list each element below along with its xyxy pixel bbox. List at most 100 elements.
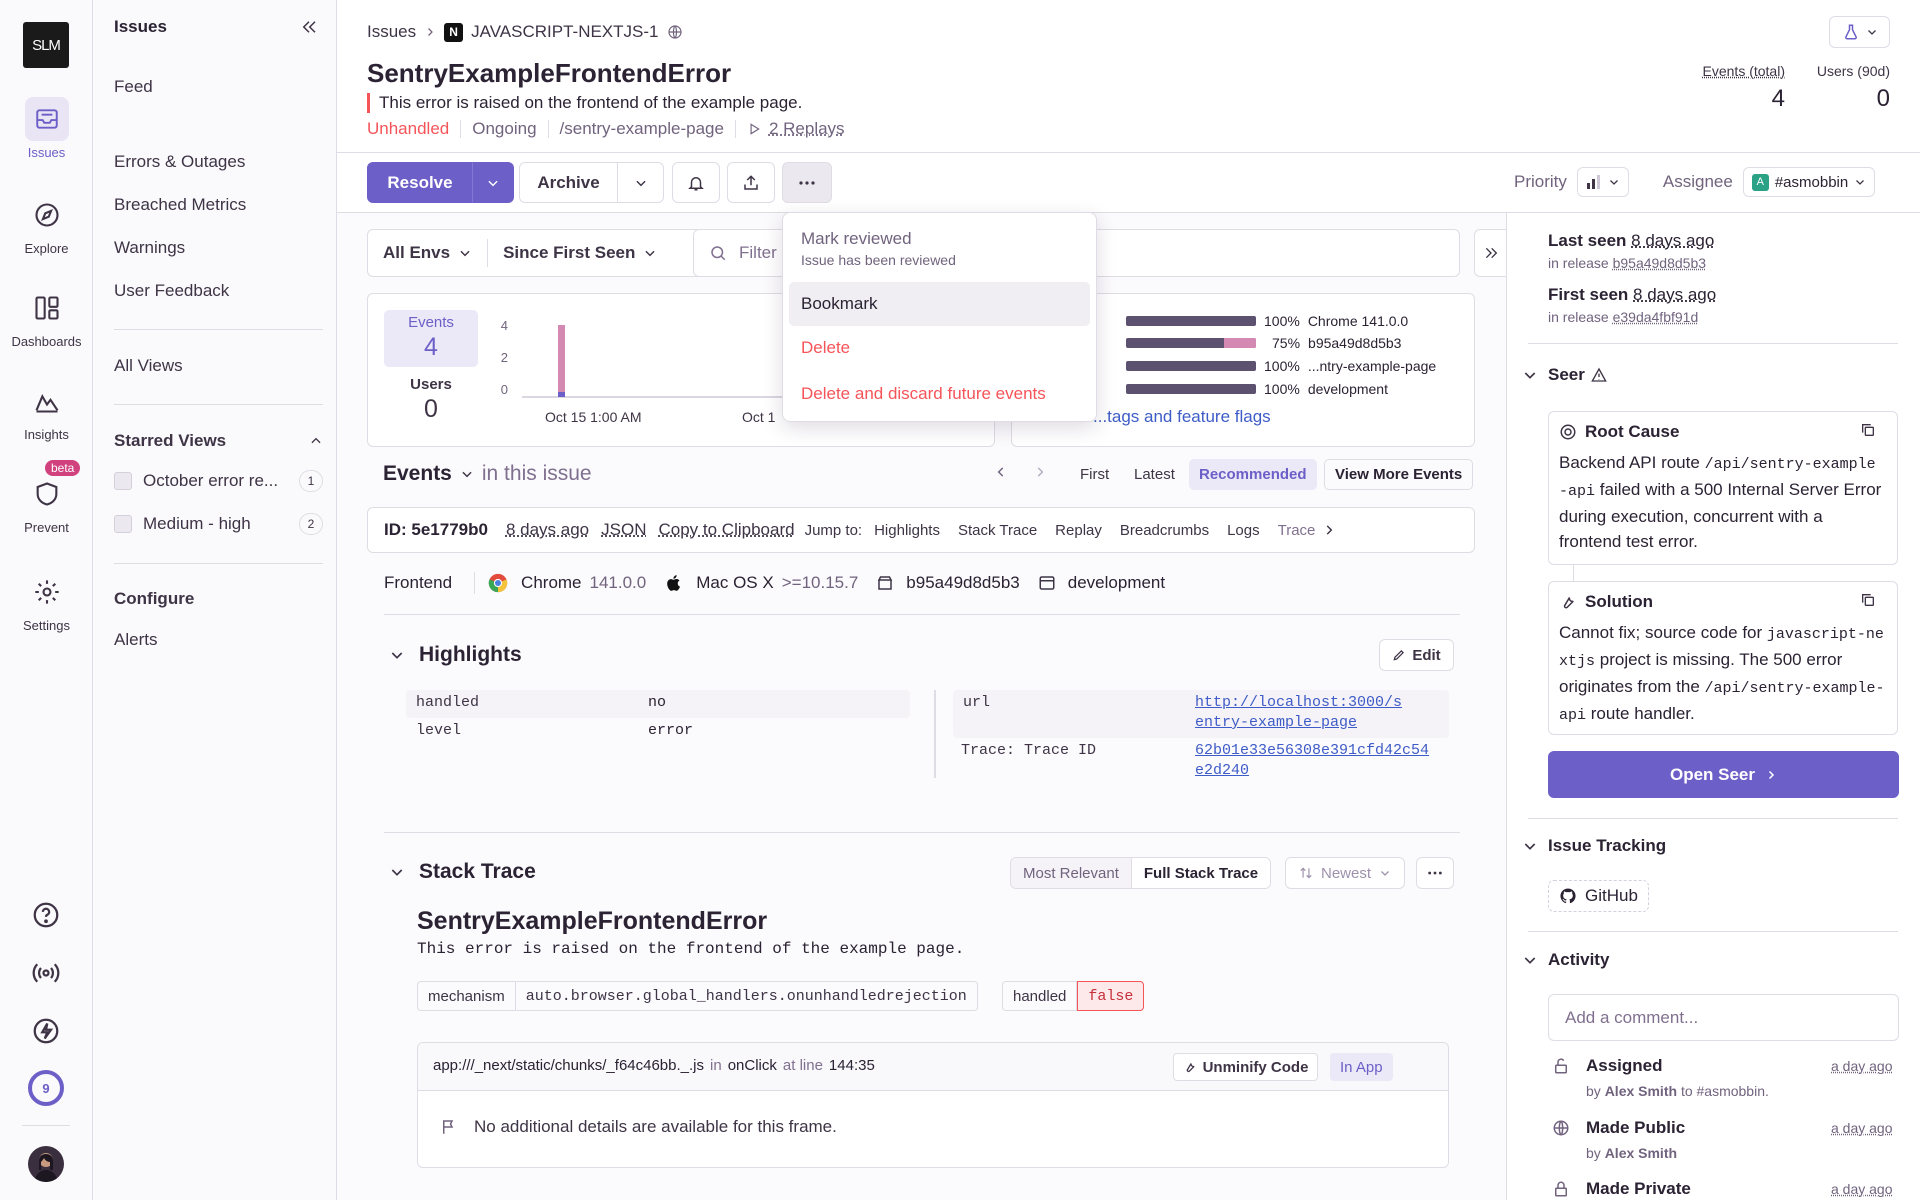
menu-item-delete-discard[interactable]: Delete and discard future events [801, 384, 1046, 403]
tag-row[interactable]: 100% Chrome 141.0.0 [1126, 313, 1408, 329]
events-stat-value: 4 [424, 333, 438, 361]
trace-id-link[interactable]: 62b01e33e56308e391cfd42c54 e2d240 [1195, 742, 1429, 779]
json-link[interactable]: JSON [601, 520, 647, 539]
issue-meta: Unhandled Ongoing /sentry-example-page 2… [367, 119, 845, 139]
users-value: 0 [1876, 85, 1890, 112]
sidebar-item-feed[interactable]: Feed [114, 77, 153, 96]
sidebar-item-errors-outages[interactable]: Errors & Outages [114, 152, 246, 171]
jump-stack-trace[interactable]: Stack Trace [957, 521, 1038, 539]
release-link[interactable]: b95a49d8d5b3 [1612, 255, 1707, 271]
share-button[interactable] [727, 162, 775, 203]
view-icon [114, 472, 132, 490]
view-all-tags-link[interactable]: ...tags and feature flags [1093, 407, 1271, 426]
events-total-label[interactable]: Events (total) [1702, 63, 1785, 79]
collapse-sidebar-button[interactable] [296, 14, 322, 40]
resolve-button[interactable]: Resolve [367, 162, 473, 203]
events-subtitle: in this issue [481, 462, 592, 485]
tag-row[interactable]: 100% development [1126, 381, 1388, 397]
sidebar-item-user-feedback[interactable]: User Feedback [114, 281, 230, 300]
chevron-up-icon [311, 437, 321, 444]
jump-highlights[interactable]: Highlights [874, 521, 940, 539]
progress-icon[interactable]: 9 [28, 1070, 64, 1106]
users-stat[interactable]: Users 0 [384, 376, 478, 424]
copy-icon[interactable] [1860, 592, 1876, 613]
release-link[interactable]: e39da4fbf91d [1612, 309, 1699, 325]
highlights-header[interactable]: Highlights [389, 643, 522, 667]
most-relevant-toggle[interactable]: Most Relevant [1011, 858, 1131, 888]
menu-item-mark-reviewed[interactable]: Mark reviewed Issue has been reviewed [789, 229, 1090, 268]
help-icon[interactable] [31, 900, 61, 935]
date-range-selector[interactable]: Since First Seen [488, 230, 672, 276]
jump-replay[interactable]: Replay [1055, 521, 1102, 539]
copy-icon[interactable] [1860, 422, 1876, 443]
next-event-button[interactable] [1033, 465, 1047, 479]
subscribe-button[interactable] [672, 162, 720, 203]
last-seen-time[interactable]: 8 days ago [1631, 231, 1715, 250]
frame-line: 144:35 [828, 1057, 875, 1074]
priority-dropdown[interactable] [1576, 167, 1629, 197]
sidebar-item-alerts[interactable]: Alerts [114, 630, 158, 649]
last-seen-label: Last seen [1548, 231, 1627, 250]
full-stack-toggle[interactable]: Full Stack Trace [1130, 858, 1271, 888]
comment-input[interactable]: Add a comment... [1548, 994, 1899, 1041]
activity-header[interactable]: Activity [1522, 950, 1609, 970]
starred-views-header[interactable]: Starred Views [114, 431, 323, 451]
rail-item-settings[interactable]: Settings [0, 570, 93, 633]
user-avatar[interactable] [28, 1146, 64, 1182]
menu-item-bookmark[interactable]: Bookmark [789, 282, 1090, 326]
tag-row[interactable]: 75% b95a49d8d5b3 [1126, 335, 1401, 351]
rail-item-prevent[interactable]: Prevent [0, 472, 93, 535]
rail-item-issues[interactable]: Issues [0, 97, 93, 160]
rail-item-dashboards[interactable]: Dashboards [0, 286, 93, 349]
stack-trace-header[interactable]: Stack Trace [389, 860, 536, 884]
edit-highlights-button[interactable]: Edit [1379, 639, 1454, 671]
prev-event-button[interactable] [994, 465, 1008, 479]
jump-logs[interactable]: Logs [1227, 521, 1260, 539]
env-selector[interactable]: All Envs [368, 230, 487, 276]
activity-time[interactable]: a day ago [1831, 1058, 1893, 1074]
seer-header[interactable]: Seer [1522, 365, 1607, 385]
bolt-icon[interactable] [31, 1016, 61, 1051]
tag-row[interactable]: 100% ...ntry-example-page [1126, 358, 1436, 374]
issue-tracking-header[interactable]: Issue Tracking [1522, 836, 1666, 856]
breadcrumb-issues[interactable]: Issues [367, 22, 417, 41]
unminify-button[interactable]: Unminify Code [1173, 1053, 1318, 1081]
jump-trace[interactable]: Trace [1277, 521, 1316, 539]
feature-preview-button[interactable] [1829, 16, 1890, 48]
assignee-dropdown[interactable]: A #asmobbin [1742, 167, 1876, 197]
first-event-button[interactable]: First [1080, 466, 1110, 483]
menu-item-delete[interactable]: Delete [801, 338, 851, 357]
events-title[interactable]: Events [383, 462, 452, 485]
event-time[interactable]: 8 days ago [505, 520, 590, 539]
github-button[interactable]: GitHub [1548, 880, 1649, 912]
breadcrumb-project[interactable]: JAVASCRIPT-NEXTJS-1 [471, 22, 659, 41]
sort-order-button[interactable]: Newest [1285, 857, 1405, 889]
events-stat[interactable]: Events 4 [384, 310, 478, 367]
more-actions-button[interactable] [782, 162, 832, 203]
stack-more-button[interactable] [1416, 857, 1454, 889]
sidebar-item-all-views[interactable]: All Views [114, 356, 183, 375]
archive-button[interactable]: Archive [519, 162, 618, 203]
open-seer-button[interactable]: Open Seer [1548, 751, 1899, 798]
copy-clipboard-link[interactable]: Copy to Clipboard [658, 520, 795, 539]
activity-time[interactable]: a day ago [1831, 1181, 1893, 1197]
starred-view-item[interactable]: October error re... 1 [114, 470, 323, 492]
expand-sidebar-button[interactable] [1474, 229, 1506, 277]
jump-breadcrumbs[interactable]: Breadcrumbs [1119, 521, 1210, 539]
sidebar-item-breached-metrics[interactable]: Breached Metrics [114, 195, 247, 214]
first-seen-time[interactable]: 8 days ago [1633, 285, 1717, 304]
archive-dropdown-button[interactable] [617, 162, 664, 203]
activity-time[interactable]: a day ago [1831, 1120, 1893, 1136]
org-logo[interactable]: SLM [23, 22, 69, 68]
starred-view-item[interactable]: Medium - high 2 [114, 513, 323, 535]
rail-item-insights[interactable]: Insights [0, 379, 93, 442]
view-more-events-button[interactable]: View More Events [1324, 459, 1474, 490]
url-link[interactable]: http://localhost:3000/s entry-example-pa… [1195, 694, 1402, 731]
rail-item-explore[interactable]: Explore [0, 193, 93, 256]
sidebar-item-warnings[interactable]: Warnings [114, 238, 186, 257]
broadcast-icon[interactable] [31, 958, 61, 993]
replays-link[interactable]: 2 Replays [747, 119, 845, 139]
latest-event-button[interactable]: Latest [1134, 466, 1175, 483]
resolve-dropdown-button[interactable] [472, 162, 514, 203]
recommended-event-button[interactable]: Recommended [1189, 459, 1317, 490]
